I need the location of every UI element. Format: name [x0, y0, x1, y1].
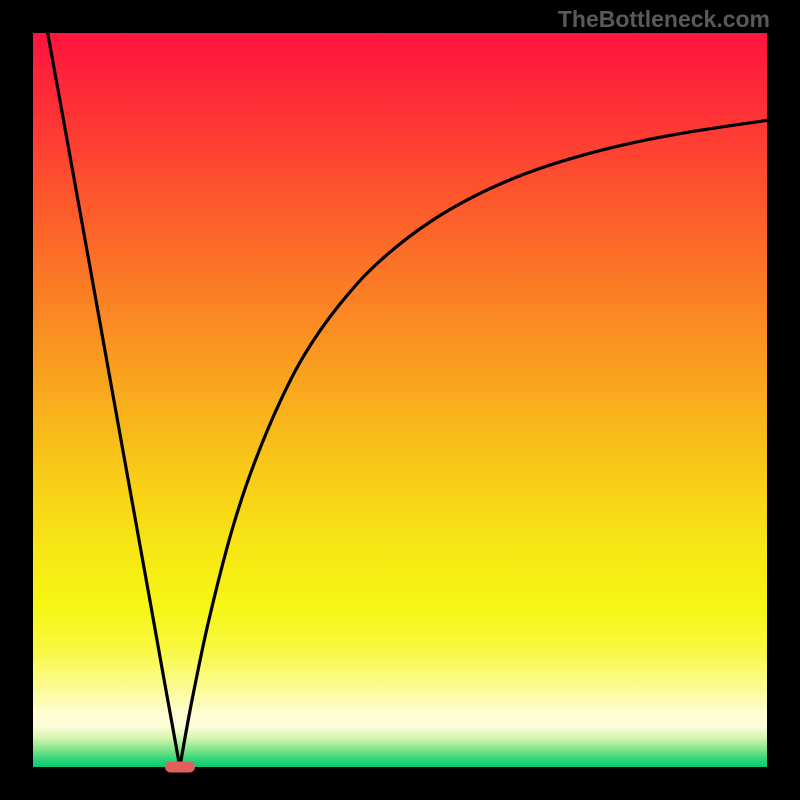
- bottleneck-curve: [0, 0, 800, 800]
- attribution-label: TheBottleneck.com: [558, 6, 770, 33]
- optimal-point-marker: [165, 762, 195, 773]
